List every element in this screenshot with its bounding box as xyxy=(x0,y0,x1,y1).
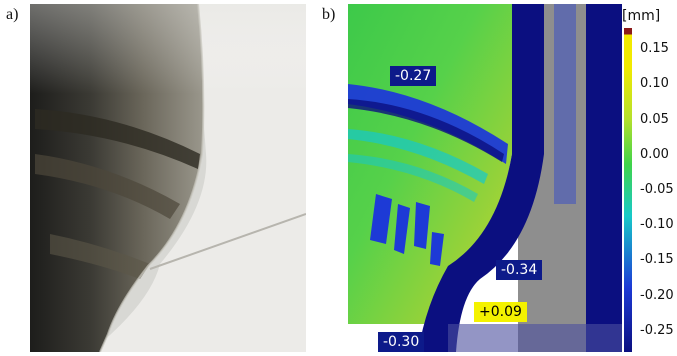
colorbar-tick-label: -0.20 xyxy=(640,287,674,303)
annotation-value: -0.27 xyxy=(390,66,437,86)
colorbar-scale xyxy=(624,28,632,352)
colorbar-tick-label: 0.00 xyxy=(640,146,669,162)
tool-photograph-drawing xyxy=(30,4,306,352)
colorbar-tick-label: -0.15 xyxy=(640,252,674,268)
colorbar-tick-label: -0.10 xyxy=(640,217,674,233)
annotation-value: -0.34 xyxy=(496,260,543,280)
annotation-value: +0.09 xyxy=(474,302,527,322)
colorbar-unit: [mm] xyxy=(622,8,661,24)
colorbar-tick-label: 0.15 xyxy=(640,41,669,57)
deviation-colormap-drawing xyxy=(348,4,622,352)
colorbar-tick-label: -0.25 xyxy=(640,322,674,338)
colorbar-tick-label: -0.05 xyxy=(640,182,674,197)
colorbar-tick-label: 0.10 xyxy=(640,76,669,92)
deviation-colormap: -0.27 -0.34 +0.09 -0.30 xyxy=(348,4,622,352)
panel-label-b: b) xyxy=(322,6,336,23)
tool-photograph xyxy=(30,4,306,352)
colorbar-tick-label: 0.05 xyxy=(640,111,669,127)
annotation-value: -0.30 xyxy=(378,332,425,352)
panel-label-a: a) xyxy=(6,6,19,23)
colorbar-ticks: 0.15 0.10 0.05 0.00 -0.05 -0.10 -0.15 -0.20 -0.2… xyxy=(640,28,677,352)
